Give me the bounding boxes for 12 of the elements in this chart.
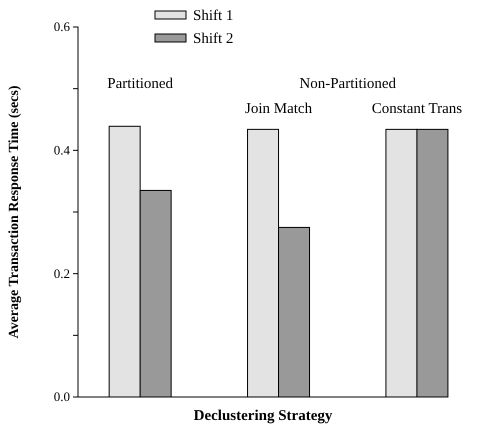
- legend-label: Shift 1: [193, 8, 234, 24]
- y-tick-label: 0.6: [54, 19, 70, 34]
- annotation: Non-Partitioned: [299, 76, 397, 92]
- x-tick-label: Join Match: [245, 101, 313, 117]
- x-tick-label: Partitioned: [107, 76, 174, 92]
- y-axis-title: Average Transaction Response Time (secs): [7, 85, 22, 339]
- text: 0.0: [54, 389, 70, 404]
- y-tick-label: 0.2: [54, 266, 70, 281]
- x-axis-title: Declustering Strategy: [194, 408, 333, 424]
- legend-label: Shift 2: [193, 31, 234, 47]
- y-tick-label: 0.4: [54, 142, 70, 158]
- x-tick-label: Constant Trans: [372, 101, 462, 117]
